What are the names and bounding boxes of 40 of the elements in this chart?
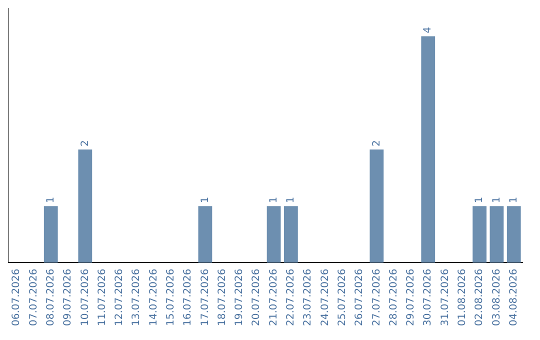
data-label: 1 xyxy=(474,196,486,204)
x-tick-label: 22.07.2026 xyxy=(286,268,297,326)
x-tick-label: 20.07.2026 xyxy=(251,268,262,326)
x-tick-label: 30.07.2026 xyxy=(422,268,434,326)
x-tick-label: 11.07.2026 xyxy=(96,268,108,326)
data-label: 2 xyxy=(371,140,382,147)
x-tick-label: 02.08.2026 xyxy=(474,268,486,326)
x-tick-label: 13.07.2026 xyxy=(131,268,142,326)
data-label: 1 xyxy=(286,196,297,204)
x-tick-label: 08.07.2026 xyxy=(45,268,56,326)
x-tick-label: 31.07.2026 xyxy=(440,268,451,326)
x-tick-label: 16.07.2026 xyxy=(182,268,194,326)
data-label: 4 xyxy=(422,26,434,34)
x-tick-label: 21.07.2026 xyxy=(268,268,280,326)
x-tick-label: 24.07.2026 xyxy=(320,268,331,326)
data-label: 1 xyxy=(491,196,502,204)
data-label: 1 xyxy=(508,196,520,204)
data-label: 2 xyxy=(80,140,91,147)
x-tick-label: 29.07.2026 xyxy=(406,268,417,326)
x-tick-label: 07.07.2026 xyxy=(28,268,40,326)
x-tick-label: 25.07.2026 xyxy=(336,268,348,326)
x-tick-label: 27.07.2026 xyxy=(371,268,382,326)
x-tick-label: 26.07.2026 xyxy=(354,268,366,326)
x-tick-label: 23.07.2026 xyxy=(302,268,314,326)
x-tick-label: 06.07.2026 xyxy=(11,268,22,326)
x-tick-label: 18.07.2026 xyxy=(216,268,228,326)
x-tick-label: 19.07.2026 xyxy=(234,268,246,326)
x-tick-label: 01.08.2026 xyxy=(457,268,468,326)
x-tick-label: 04.08.2026 xyxy=(508,268,520,326)
x-tick-label: 03.08.2026 xyxy=(491,268,502,326)
data-label: 1 xyxy=(45,196,56,204)
x-tick-label: 14.07.2026 xyxy=(148,268,160,326)
x-tick-label: 15.07.2026 xyxy=(166,268,176,326)
data-label: 1 xyxy=(200,196,211,204)
x-tick-label: 12.07.2026 xyxy=(114,268,126,326)
x-tick-label: 10.07.2026 xyxy=(80,268,91,326)
x-tick-label: 17.07.2026 xyxy=(200,268,211,326)
x-tick-label: 09.07.2026 xyxy=(62,268,74,326)
data-label: 1 xyxy=(268,196,280,204)
x-tick-label: 28.07.2026 xyxy=(388,268,400,326)
